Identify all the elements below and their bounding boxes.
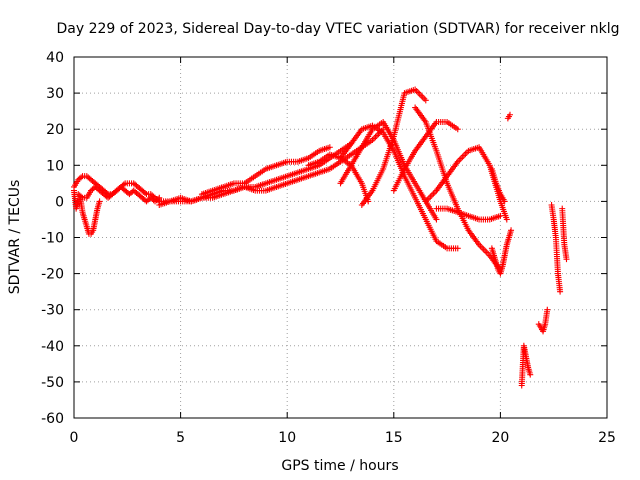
data-point	[427, 193, 434, 200]
data-point	[430, 190, 437, 197]
y-tick-label: 40	[46, 50, 64, 66]
data-point	[326, 144, 333, 151]
data-point	[557, 288, 564, 295]
data-point	[96, 198, 103, 205]
series-arc-19	[535, 306, 551, 335]
y-tick-label: -30	[41, 303, 64, 319]
series-arc-15	[488, 227, 515, 277]
grid-lines	[74, 57, 607, 418]
data-point	[78, 193, 85, 200]
data-point	[477, 243, 484, 250]
data-point	[459, 154, 466, 161]
series-arc-12	[390, 118, 461, 194]
data-point	[454, 245, 461, 252]
data-point	[142, 189, 149, 196]
series-arc-16	[488, 165, 508, 205]
data-point	[544, 306, 551, 313]
y-tick-label: -60	[41, 411, 64, 427]
data-point	[422, 97, 429, 104]
data-point	[508, 227, 515, 234]
y-tick-label: -20	[41, 267, 64, 283]
x-tick-label: 20	[491, 430, 509, 446]
series-arc-20	[548, 202, 564, 295]
series-arc-21	[559, 205, 570, 263]
data-point	[454, 126, 461, 133]
data-points	[71, 86, 570, 389]
data-point	[497, 212, 504, 219]
data-point	[479, 244, 486, 251]
x-tick-label: 15	[385, 430, 403, 446]
x-axis-label: GPS time / hours	[281, 458, 398, 474]
data-point	[421, 95, 428, 102]
x-tick-label: 25	[598, 430, 616, 446]
data-point	[483, 249, 490, 256]
y-tick-label: -10	[41, 231, 64, 247]
series-arc-3	[75, 183, 163, 205]
series-arc-10	[358, 86, 429, 209]
data-point	[506, 111, 513, 118]
data-point	[431, 189, 438, 196]
y-tick-label: 10	[46, 158, 64, 174]
data-point	[460, 152, 467, 159]
data-point	[527, 371, 534, 378]
data-point	[457, 155, 464, 162]
y-tick-labels: -60 -50 -40 -30 -20 -10 0 10 20 30 40	[41, 50, 64, 427]
series-arc-9	[337, 122, 461, 252]
y-tick-label: 20	[46, 122, 64, 138]
data-point	[563, 256, 570, 263]
data-point	[503, 216, 510, 223]
data-point	[433, 216, 440, 223]
series-arc-18	[518, 342, 534, 389]
data-point	[418, 92, 425, 99]
x-tick-label: 5	[176, 430, 185, 446]
x-tick-label: 10	[278, 430, 296, 446]
x-tick-label: 0	[70, 430, 79, 446]
axis-ticks	[73, 56, 608, 419]
data-point	[501, 198, 508, 205]
data-point	[419, 94, 426, 101]
data-point	[416, 91, 423, 98]
data-point	[371, 135, 378, 142]
data-point	[482, 247, 489, 254]
x-tick-labels: 0 5 10 15 20 25	[70, 430, 616, 446]
data-point	[372, 133, 379, 140]
data-point	[456, 157, 463, 164]
series-arc-7	[305, 151, 372, 205]
y-tick-label: 0	[55, 194, 64, 210]
y-tick-label: 30	[46, 86, 64, 102]
series-arc-17	[504, 111, 513, 122]
data-point	[78, 174, 85, 181]
series-arc-6	[198, 144, 333, 198]
y-tick-label: -50	[41, 375, 64, 391]
data-point	[428, 192, 435, 199]
data-point	[480, 246, 487, 253]
y-axis-label: SDTVAR / TECUs	[7, 180, 23, 295]
y-tick-label: -40	[41, 339, 64, 355]
series-arc-14	[433, 205, 504, 223]
chart-title: Day 229 of 2023, Sidereal Day-to-day VTE…	[57, 21, 620, 37]
data-point	[462, 150, 469, 157]
